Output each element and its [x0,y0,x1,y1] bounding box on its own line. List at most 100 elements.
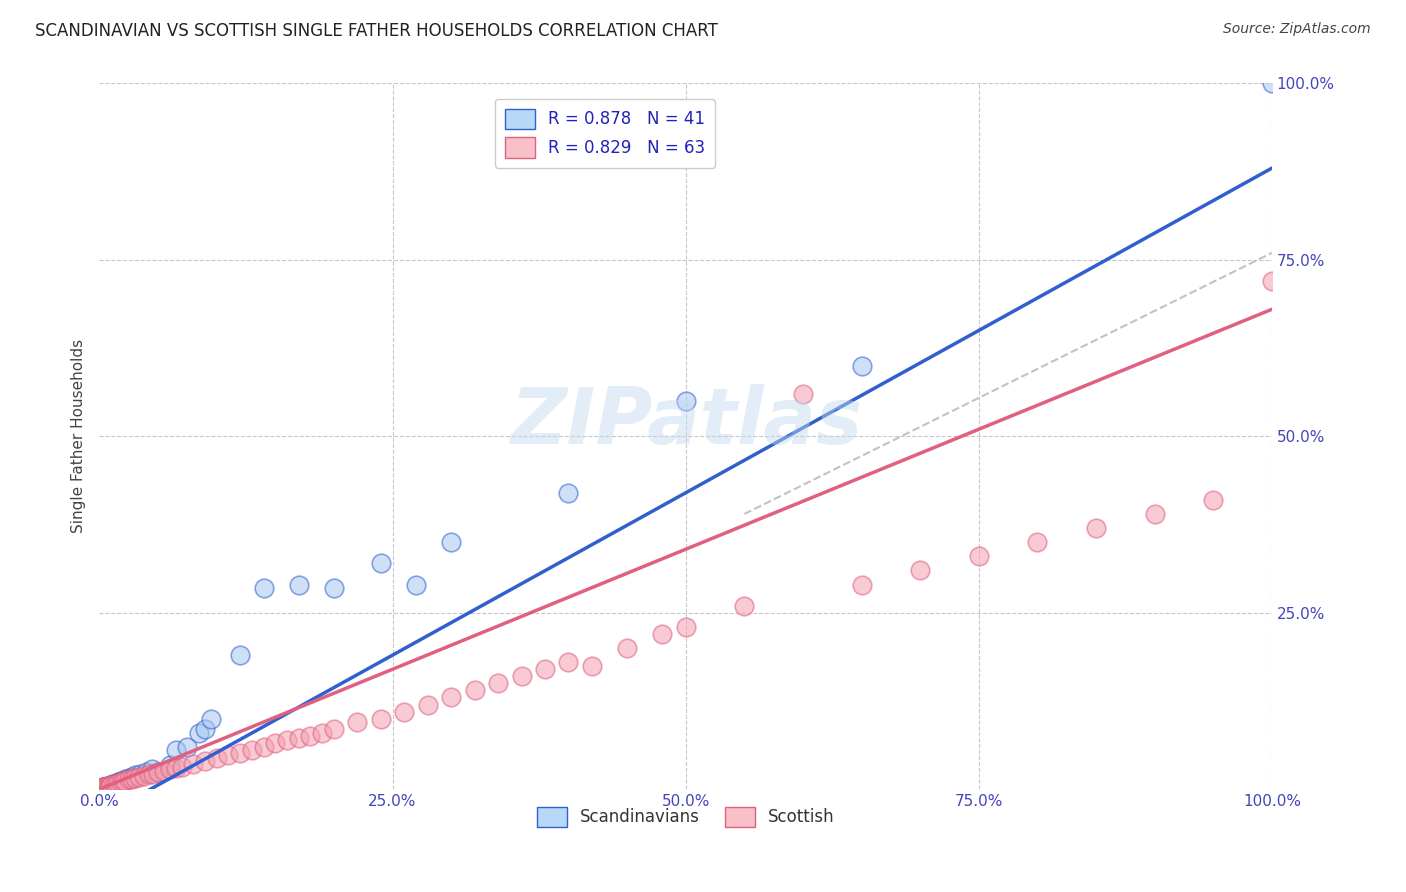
Point [651,627,673,641]
Point [733,599,755,613]
Point [1026,535,1049,549]
Point [129,766,152,780]
Point [440,535,463,549]
Point [128,770,150,784]
Point [138,767,160,781]
Point [287,577,309,591]
Point [146,764,169,779]
Point [616,641,638,656]
Point [108,775,131,789]
Text: SCANDINAVIAN VS SCOTTISH SINGLE FATHER HOUSEHOLDS CORRELATION CHART: SCANDINAVIAN VS SCOTTISH SINGLE FATHER H… [35,22,718,40]
Point [100,778,122,792]
Point [110,775,132,789]
Point [111,774,134,789]
Point [97,780,120,794]
Point [229,648,252,662]
Point [124,771,146,785]
Point [101,777,124,791]
Point [252,581,274,595]
Point [94,780,117,794]
Point [557,485,579,500]
Point [557,655,579,669]
Point [98,779,121,793]
Point [675,620,697,634]
Point [114,772,136,787]
Point [851,359,873,373]
Point [124,768,146,782]
Text: Source: ZipAtlas.com: Source: ZipAtlas.com [1223,22,1371,37]
Point [252,739,274,754]
Point [105,776,128,790]
Point [534,662,557,676]
Point [1202,492,1225,507]
Point [103,777,125,791]
Point [200,712,222,726]
Point [967,549,990,564]
Point [170,759,193,773]
Text: ZIPatlas: ZIPatlas [509,384,862,460]
Point [121,770,143,784]
Point [240,742,263,756]
Point [146,765,169,780]
Point [440,690,463,705]
Point [142,766,165,780]
Point [176,739,198,754]
Point [1143,507,1166,521]
Point [416,698,439,712]
Point [97,780,120,794]
Point [205,751,228,765]
Point [276,732,298,747]
Point [323,581,346,595]
Point [93,780,115,794]
Point [98,779,121,793]
Point [792,387,814,401]
Point [1261,274,1284,288]
Point [217,748,239,763]
Point [94,780,117,794]
Point [132,769,155,783]
Point [299,729,322,743]
Point [370,712,392,726]
Point [908,563,931,577]
Point [370,557,392,571]
Point [91,780,114,794]
Point [96,780,118,794]
Point [104,776,127,790]
Legend: Scandinavians, Scottish: Scandinavians, Scottish [530,800,841,834]
Point [510,669,533,683]
Point [97,779,120,793]
Point [194,754,217,768]
Point [194,723,217,737]
Point [405,577,427,591]
Point [93,780,115,794]
Point [104,776,127,790]
Point [464,683,486,698]
Point [181,756,204,771]
Point [135,764,157,779]
Point [229,746,252,760]
Point [141,763,163,777]
Point [118,771,141,785]
Y-axis label: Single Father Households: Single Father Households [72,339,86,533]
Point [851,577,873,591]
Point [107,775,129,789]
Point [287,731,309,746]
Point [311,725,333,739]
Point [111,773,134,788]
Point [159,757,181,772]
Point [91,780,114,794]
Point [107,776,129,790]
Point [110,773,132,788]
Point [675,394,697,409]
Point [486,676,509,690]
Point [114,773,136,788]
Point [1085,521,1108,535]
Point [264,736,287,750]
Point [165,761,187,775]
Point [346,715,368,730]
Point [188,725,211,739]
Point [97,779,120,793]
Point [103,777,125,791]
Point [1261,77,1284,91]
Point [165,743,187,757]
